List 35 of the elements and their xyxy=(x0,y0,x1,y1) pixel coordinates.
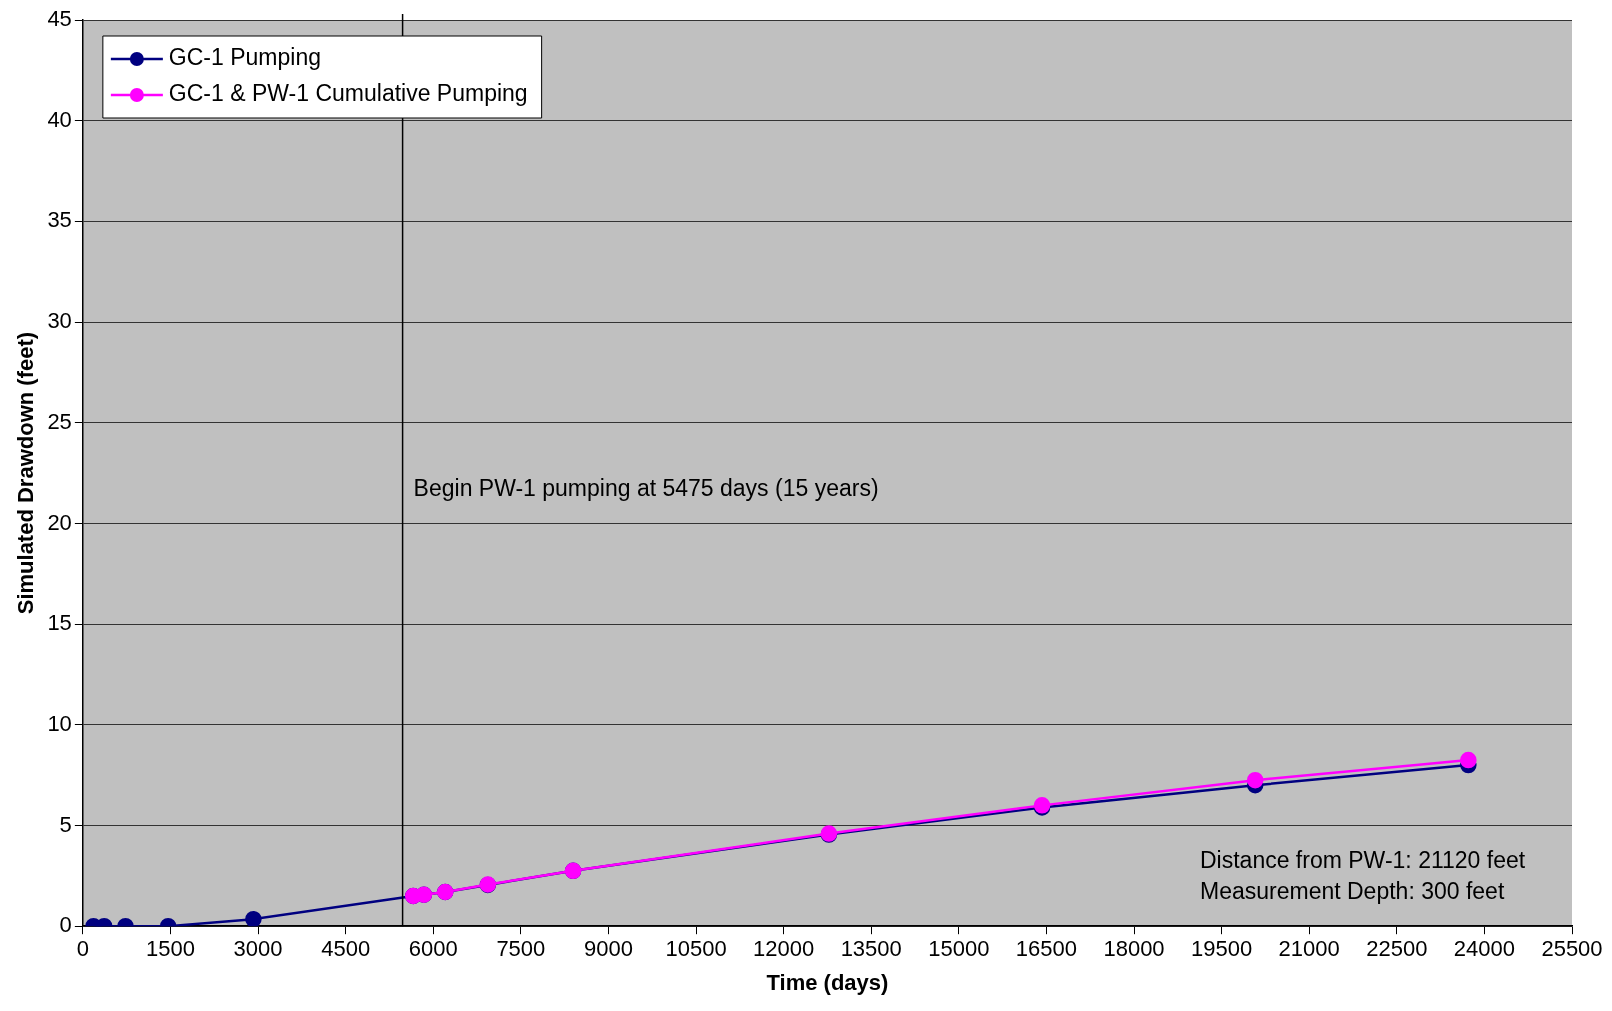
y-axis-title: Simulated Drawdown (feet) xyxy=(13,331,39,615)
x-tick-label: 24000 xyxy=(1453,936,1515,962)
x-tick-label: 22500 xyxy=(1366,936,1428,962)
x-tick-label: 12000 xyxy=(753,936,815,962)
x-tick-label: 16500 xyxy=(1015,936,1078,962)
x-tick-label: 0 xyxy=(76,936,89,962)
x-tick-label: 4500 xyxy=(321,936,371,962)
x-tick-label: 25500 xyxy=(1541,936,1603,962)
x-tick-label: 9000 xyxy=(583,936,633,962)
y-tick-label: 45 xyxy=(47,6,72,32)
x-tick-label: 13500 xyxy=(840,936,902,962)
y-tick-label: 20 xyxy=(47,509,72,535)
x-tick-label: 7500 xyxy=(496,936,546,962)
y-tick-label: 25 xyxy=(47,408,72,434)
x-axis-title: Time (days) xyxy=(766,969,889,995)
x-tick-label: 21000 xyxy=(1278,936,1340,962)
y-tick-label: 15 xyxy=(47,610,72,636)
x-tick-label: 15000 xyxy=(928,936,990,962)
x-tick-label: 3000 xyxy=(233,936,283,962)
annotation: Distance from PW-1: 21120 feet xyxy=(1200,847,1526,874)
annotation: Measurement Depth: 300 feet xyxy=(1200,878,1505,905)
x-tick-label: 10500 xyxy=(665,936,727,962)
y-tick-label: 40 xyxy=(47,106,72,132)
y-tick-label: 5 xyxy=(59,811,72,837)
y-tick-label: 0 xyxy=(59,912,72,938)
y-tick-label: 35 xyxy=(47,207,72,233)
x-tick-label: 1500 xyxy=(145,936,195,962)
x-tick-label: 18000 xyxy=(1103,936,1165,962)
legend-label: GC-1 Pumping xyxy=(168,44,321,71)
ref-line-label: Begin PW-1 pumping at 5475 days (15 years) xyxy=(413,474,879,501)
y-tick-label: 10 xyxy=(47,710,72,736)
x-tick-label: 6000 xyxy=(408,936,458,962)
y-tick-label: 30 xyxy=(47,308,72,334)
x-tick-label: 19500 xyxy=(1191,936,1253,962)
legend-label: GC-1 & PW-1 Cumulative Pumping xyxy=(168,80,528,107)
